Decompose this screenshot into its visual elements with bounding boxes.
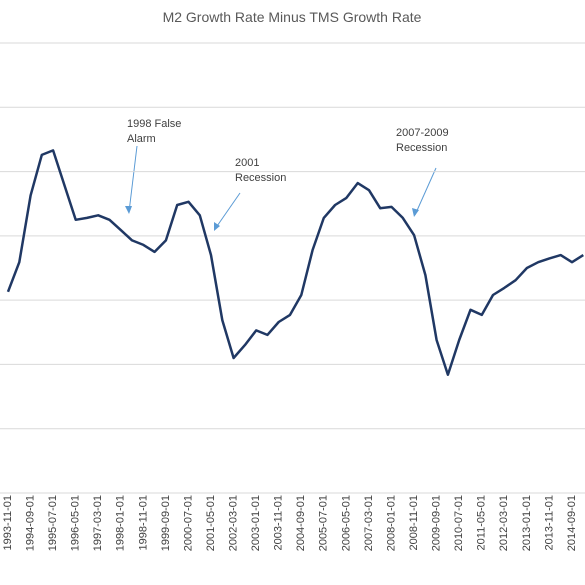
x-tick-label: 2009-09-01	[431, 495, 443, 551]
arrow	[128, 145, 138, 213]
x-tick-label: 1993-11-01	[2, 495, 14, 550]
x-tick-label: 2002-03-01	[228, 495, 240, 551]
x-tick-label: 2014-09-01	[566, 495, 578, 551]
x-tick-label: 2011-05-01	[476, 495, 488, 550]
x-tick-label: 2000-07-01	[182, 495, 194, 551]
arrow	[414, 167, 437, 216]
annotation: Recession	[396, 142, 447, 154]
series-line	[6, 149, 584, 376]
x-tick-label: 2012-03-01	[498, 495, 510, 551]
annotation: Alarm	[127, 133, 156, 145]
x-tick-label: 2003-01-01	[250, 495, 262, 551]
x-tick-label: 1994-09-01	[24, 495, 36, 551]
x-tick-label: 2005-07-01	[318, 495, 330, 551]
x-tick-label: 2013-01-01	[521, 495, 533, 551]
x-tick-label: 1997-03-01	[92, 495, 104, 551]
x-tick-label: 1999-09-01	[160, 495, 172, 551]
annotation: 2001	[235, 157, 259, 169]
arrow-head	[125, 206, 132, 214]
x-tick-label: 2004-09-01	[295, 495, 307, 551]
x-tick-label: 2001-05-01	[205, 495, 217, 551]
x-tick-label: 2003-11-01	[273, 495, 285, 550]
x-tick-label: 1996-05-01	[70, 495, 82, 551]
x-tick-label: 2006-05-01	[340, 495, 352, 551]
annotation: 1998 False	[127, 118, 181, 130]
x-tick-label: 2008-11-01	[408, 495, 420, 550]
x-tick-label: 1998-01-01	[115, 495, 127, 551]
arrow	[214, 192, 241, 230]
annotation-arrows	[125, 145, 437, 231]
annotation: 2007-2009	[396, 127, 449, 139]
x-tick-label: 2010-07-01	[453, 495, 465, 551]
x-tick-label: 1998-11-01	[137, 495, 149, 550]
x-tick-label: 2008-01-01	[385, 495, 397, 551]
x-tick-label: 2013-11-01	[543, 495, 555, 550]
arrow-head	[412, 208, 419, 217]
x-tick-label: 2007-03-01	[363, 495, 375, 551]
arrow-head	[214, 222, 220, 231]
x-tick-label: 1995-07-01	[47, 495, 59, 551]
chart-title: M2 Growth Rate Minus TMS Growth Rate	[163, 9, 422, 25]
annotation: Recession	[235, 172, 286, 184]
